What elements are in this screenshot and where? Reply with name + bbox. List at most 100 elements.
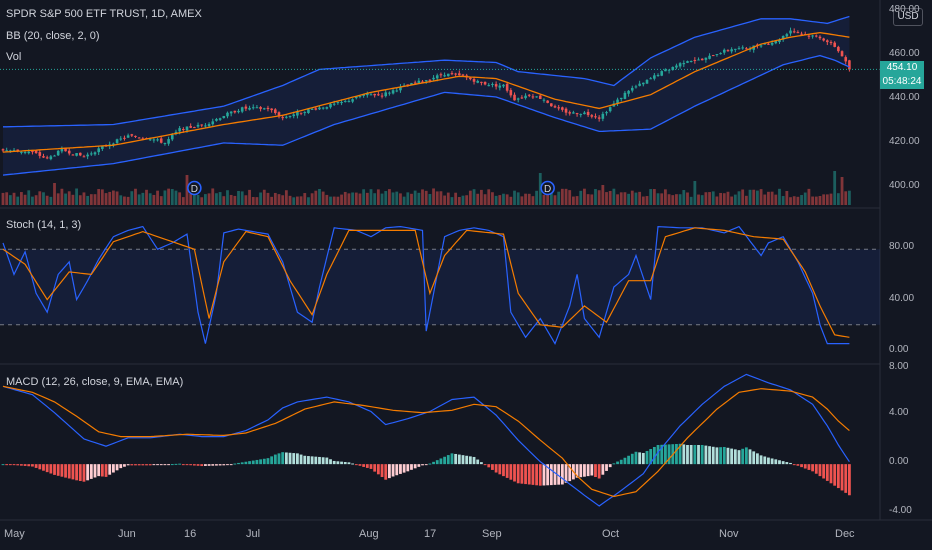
volume-bar: [347, 193, 351, 205]
macd-histogram-bar: [240, 462, 244, 465]
macd-histogram-bar: [789, 462, 792, 465]
macd-histogram-bar: [538, 464, 542, 486]
volume-bar: [145, 189, 148, 205]
candle-body: [163, 142, 167, 144]
candle-body: [487, 85, 491, 87]
volume-bar: [112, 190, 115, 205]
macd-histogram-bar: [700, 444, 704, 465]
x-tick-jul: Jul: [246, 528, 261, 540]
macd-histogram-bar: [380, 464, 384, 478]
macd-histogram-bar: [756, 453, 759, 465]
volume-bar: [134, 188, 137, 205]
macd-histogram-bar: [513, 464, 516, 482]
macd-histogram-bar: [608, 464, 612, 468]
macd-histogram-bar: [362, 464, 366, 467]
last-price-label: 454.10: [880, 61, 924, 75]
macd-histogram-bar: [343, 461, 347, 465]
volume-bar: [627, 193, 630, 205]
volume-bar: [67, 191, 71, 205]
candle-body: [833, 42, 836, 47]
candle-body: [53, 155, 56, 157]
macd-histogram-bar: [468, 456, 472, 465]
macd-histogram-bar: [181, 464, 185, 466]
bb-indicator-title: BB (20, close, 2, 0): [6, 30, 100, 42]
candle-body: [763, 43, 767, 45]
candle-body: [645, 79, 649, 84]
macd-histogram-bar: [130, 464, 134, 466]
volume-bar: [148, 193, 152, 205]
volume-bar: [756, 190, 759, 205]
candle-body: [233, 110, 237, 113]
volume-bar: [200, 197, 204, 205]
candle-body: [715, 54, 719, 56]
macd-histogram-bar: [277, 453, 281, 465]
macd-histogram-bar: [432, 461, 435, 465]
volume-bar: [590, 194, 594, 205]
candle-body: [318, 107, 321, 110]
volume-bar: [848, 190, 851, 205]
macd-histogram-bar: [803, 464, 807, 469]
volume-bar: [229, 194, 233, 205]
dividend-marker: [540, 180, 555, 196]
macd-histogram-bar: [141, 464, 145, 466]
volume-bar: [767, 191, 770, 205]
volume-bar: [638, 191, 642, 205]
volume-bar: [564, 188, 568, 205]
candle-body: [237, 110, 240, 113]
candle-body: [579, 114, 583, 116]
volume-bar: [141, 192, 145, 205]
volume-bar: [60, 188, 64, 205]
volume-bar: [645, 196, 649, 205]
volume-bar: [82, 192, 86, 205]
candle-body: [115, 139, 119, 143]
candle-body: [86, 154, 89, 157]
volume-bar: [807, 188, 811, 205]
volume-bar: [697, 194, 700, 205]
candle-body: [332, 103, 336, 105]
macd-histogram-bar: [461, 455, 465, 465]
macd-histogram-bar: [178, 463, 182, 465]
macd-tick-neg4: -4.00: [889, 505, 912, 516]
currency-badge[interactable]: USD: [893, 8, 923, 26]
macd-histogram-bar: [814, 464, 818, 474]
macd-histogram-bar: [516, 464, 520, 484]
candle-body: [93, 152, 97, 155]
volume-bar: [318, 188, 321, 205]
volume-bar: [189, 193, 193, 205]
candle-body: [229, 111, 233, 114]
candle-body: [678, 63, 682, 67]
volume-bar: [358, 193, 362, 205]
volume-bar: [737, 191, 741, 205]
volume-bar: [369, 189, 373, 205]
volume-bar: [803, 192, 807, 205]
volume-bar: [513, 190, 516, 205]
candle-body: [274, 109, 277, 114]
volume-bar: [255, 197, 259, 205]
volume-bar: [480, 189, 483, 205]
macd-histogram-bar: [402, 464, 406, 473]
volume-bar: [704, 192, 708, 205]
candle-body: [5, 150, 8, 152]
macd-indicator-title: MACD (12, 26, close, 9, EMA, EMA): [6, 376, 184, 388]
x-tick-16: 16: [184, 528, 197, 540]
macd-histogram-bar: [664, 444, 667, 465]
candle-body: [240, 107, 244, 112]
candle-body: [708, 55, 711, 59]
macd-histogram-bar: [752, 451, 756, 465]
macd-histogram-bar: [465, 455, 469, 465]
candle-body: [840, 51, 844, 57]
macd-histogram-bar: [207, 464, 211, 466]
macd-histogram-bar: [67, 464, 71, 479]
macd-histogram-bar: [675, 443, 678, 465]
candle-body: [642, 82, 645, 85]
volume-bar: [23, 194, 27, 205]
macd-histogram-bar: [376, 464, 380, 475]
macd-histogram-bar: [354, 464, 358, 466]
macd-histogram-bar: [215, 464, 218, 466]
macd-histogram-bar: [840, 464, 844, 491]
macd-histogram-bar: [553, 464, 557, 485]
volume-bar: [156, 190, 159, 205]
volume-bar: [634, 192, 638, 205]
macd-histogram-bar: [192, 464, 196, 466]
